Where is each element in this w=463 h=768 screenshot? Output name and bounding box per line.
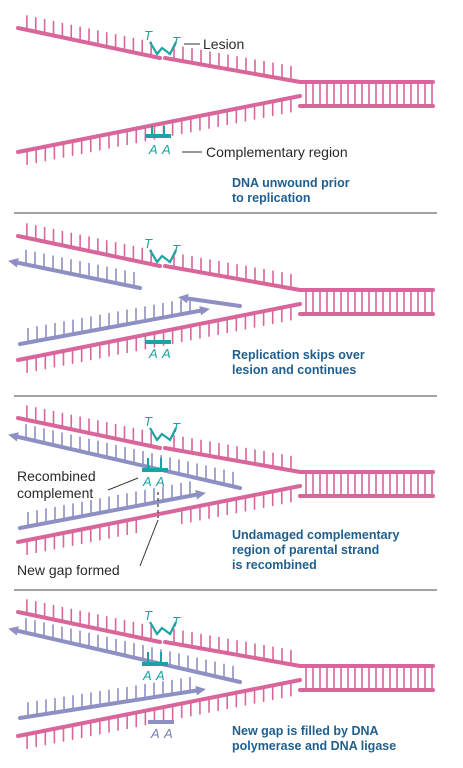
panel-4-caption-line-1: New gap is filled by DNA [232,724,379,738]
recombined-label-line-2: complement [17,485,93,501]
lesion-base-t2: T [172,614,181,629]
recombined-complement-marker: A A [142,652,168,683]
panel-3: T T A A Recombined complement New gap fo… [8,406,433,578]
strand-backbone [165,58,300,82]
panel-2-caption-line-2: lesion and continues [232,363,356,377]
lesion-base-t2: T [172,34,181,49]
complement-base-a1: A [148,346,158,361]
complement-base-a2: A [161,142,171,157]
recombined-pointer [108,478,138,490]
strand-backbone [165,266,300,290]
new-fill-marker: A A [148,720,174,741]
panel-4: T T A A A A New gap is filled by DNA pol… [8,600,433,753]
recombined-label-line-1: Recombined [17,468,96,484]
lesion-marker: T T [144,414,181,440]
panel-3-caption-line-2: region of parental strand [232,543,379,557]
lesion-label: Lesion [203,36,244,52]
strand-backbone [165,448,300,472]
complement-base-a2: A [155,474,165,489]
panel-2-caption-line-1: Replication skips over [232,348,365,362]
new-base-a2: A [163,726,173,741]
complement-marker: A A [145,340,171,361]
complement-base-a1: A [142,474,152,489]
lesion-base-t2: T [172,242,181,257]
strand-arrowhead [195,490,206,499]
panel-4-caption-line-2: polymerase and DNA ligase [232,739,396,753]
panel-2: T T A A Replication skips over lesion an… [8,224,433,377]
lesion-marker: T T [144,28,181,54]
strand-backbone [165,642,300,666]
complement-base-a1: A [142,668,152,683]
strand-backbone [14,262,140,288]
strand-arrowhead [8,258,19,267]
panel-1-caption-line-1: DNA unwound prior [232,176,350,190]
panel-1: T T Lesion A A Complementary region DNA … [18,16,433,205]
complement-marker: A A [145,126,171,157]
parental-dna-fork [18,224,433,372]
panel-3-caption-line-3: is recombined [232,558,317,572]
complement-base-a1: A [148,142,158,157]
strand-arrowhead [195,686,206,695]
complement-base-a2: A [161,346,171,361]
complement-label: Complementary region [206,144,348,160]
panel-3-caption-line-1: Undamaged complementary [232,528,399,542]
lesion-base-t1: T [144,608,153,623]
new-base-a1: A [150,726,160,741]
lesion-base-t2: T [172,420,181,435]
lesion-marker: T T [144,236,181,262]
strand-arrowhead [8,432,19,441]
panel-1-caption-line-2: to replication [232,191,310,205]
strand-backbone [184,298,240,306]
strand-arrowhead [8,626,19,635]
strand-arrowhead [199,306,210,315]
recombined-complement-marker: A A [142,458,168,489]
lesion-base-t1: T [144,414,153,429]
gap-pointer [140,520,158,566]
strand-arrowhead [178,294,188,303]
lesion-marker: T T [144,608,181,634]
daughter-strands [8,250,240,344]
gap-label: New gap formed [17,562,120,578]
complement-base-a2: A [155,668,165,683]
lesion-base-t1: T [144,236,153,251]
lesion-base-t1: T [144,28,153,43]
